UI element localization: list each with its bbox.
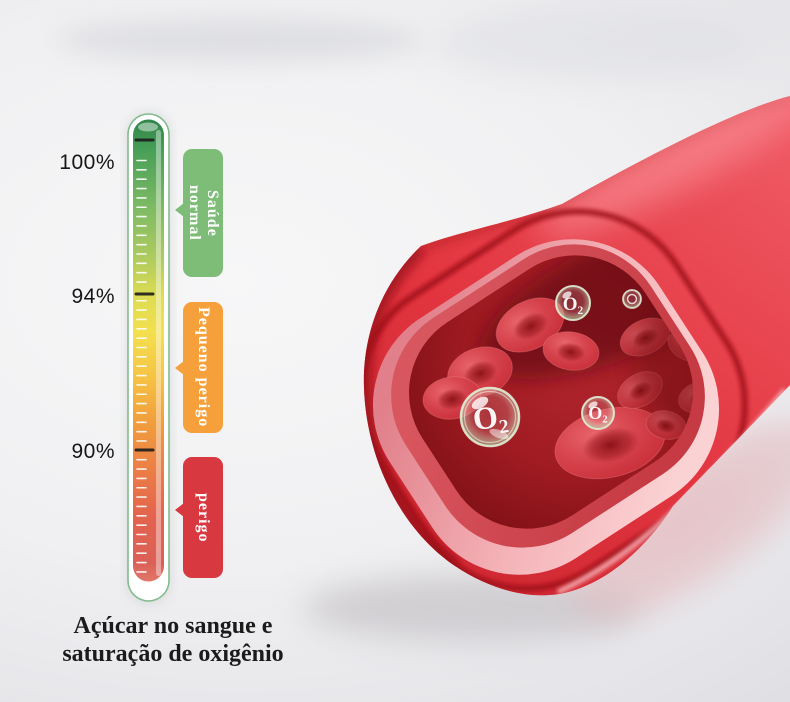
thermometer-tick-marks	[134, 138, 155, 573]
o2-bubble-small	[622, 289, 642, 309]
zone-tag-pequeno-perigo: Pequeno perigo	[183, 302, 223, 433]
caption-line-1: Açúcar no sangue e	[73, 613, 273, 639]
scale-label-94: 94%	[71, 285, 115, 308]
zone-tag-label: perigo	[194, 492, 212, 543]
zone-tag-perigo: perigo	[183, 457, 223, 578]
thermometer-top-highlight	[138, 122, 158, 132]
o2-bubble-label: O₂	[563, 294, 584, 315]
o2-bubble-right: O₂	[581, 396, 615, 430]
zone-tag-saude-normal: Saúde normal	[183, 149, 223, 277]
thermometer-scale	[125, 111, 172, 605]
scale-label-100: 100%	[59, 151, 115, 174]
artery-body-highlight	[539, 96, 790, 237]
scale-label-90: 90%	[71, 440, 115, 463]
caption-line-2: saturação de oxigênio	[62, 641, 284, 668]
o2-bubble-large: O₂	[459, 386, 521, 448]
o2-bubble-top: O₂	[555, 285, 591, 321]
o2-bubble-label: O₂	[588, 403, 607, 423]
artery-left-rim-shading	[363, 243, 459, 571]
red-blood-cell	[554, 406, 666, 480]
zone-tag-label: Pequeno perigo	[194, 307, 212, 428]
zone-tag-label: Saúde normal	[186, 185, 221, 241]
o2-bubble-label: O₂	[470, 397, 509, 437]
red-blood-cell	[542, 331, 600, 371]
caption: Açúcar no sangue e saturação de oxigênio	[12, 612, 334, 669]
red-blood-cell	[495, 297, 565, 353]
thermometer-glass-shine	[156, 130, 161, 576]
